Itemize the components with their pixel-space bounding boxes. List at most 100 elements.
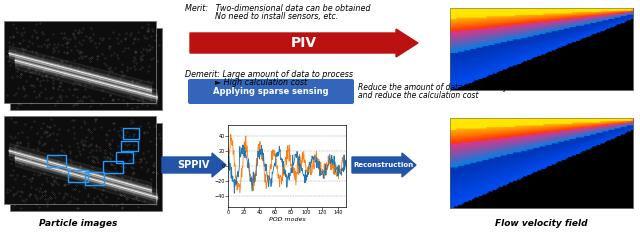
Point bbox=[83, 192, 93, 195]
Point bbox=[75, 52, 85, 55]
Point bbox=[86, 98, 96, 102]
Point bbox=[39, 131, 49, 134]
Point bbox=[91, 155, 101, 159]
Point bbox=[79, 55, 89, 58]
Point bbox=[143, 149, 153, 153]
Point bbox=[44, 96, 54, 99]
Point bbox=[67, 93, 77, 96]
Point bbox=[68, 34, 79, 38]
Point bbox=[73, 31, 83, 35]
Point bbox=[143, 168, 153, 171]
Point bbox=[35, 79, 45, 83]
Point bbox=[141, 94, 151, 97]
Point bbox=[53, 66, 63, 70]
Point bbox=[143, 121, 153, 125]
Point bbox=[93, 171, 103, 175]
Point bbox=[115, 139, 125, 143]
Point bbox=[29, 89, 39, 93]
Point bbox=[84, 78, 95, 82]
Point bbox=[141, 36, 152, 40]
Point bbox=[33, 146, 43, 150]
Point bbox=[77, 99, 88, 103]
Point bbox=[108, 97, 118, 101]
Point bbox=[140, 131, 150, 135]
Point bbox=[118, 135, 129, 139]
Point bbox=[129, 171, 139, 175]
Point bbox=[150, 124, 161, 127]
Point bbox=[59, 150, 69, 153]
Point bbox=[61, 42, 71, 45]
Point bbox=[15, 140, 25, 144]
Point bbox=[49, 178, 59, 182]
Point bbox=[75, 164, 85, 168]
Point bbox=[122, 197, 132, 201]
Point bbox=[108, 30, 118, 34]
Point bbox=[47, 75, 58, 79]
Point bbox=[141, 103, 152, 107]
Point bbox=[116, 62, 127, 66]
Point bbox=[25, 157, 35, 161]
Point bbox=[75, 49, 85, 53]
Text: Particle images: Particle images bbox=[39, 219, 117, 228]
Bar bbox=[450, 118, 633, 208]
Point bbox=[104, 67, 115, 70]
Point bbox=[10, 64, 20, 68]
Point bbox=[136, 97, 147, 100]
Point bbox=[72, 87, 82, 91]
Point bbox=[142, 169, 152, 173]
Point bbox=[53, 159, 63, 163]
Point bbox=[65, 199, 76, 203]
Point bbox=[5, 63, 15, 67]
Point bbox=[12, 191, 22, 195]
Point bbox=[111, 203, 121, 206]
Point bbox=[101, 195, 111, 199]
Point bbox=[16, 31, 26, 35]
Point bbox=[127, 157, 138, 161]
Point bbox=[59, 31, 69, 34]
Point bbox=[100, 56, 110, 60]
Point bbox=[32, 197, 42, 201]
Point bbox=[79, 186, 90, 190]
Point bbox=[116, 193, 126, 197]
Point bbox=[147, 87, 157, 91]
Point bbox=[131, 195, 141, 199]
Point bbox=[136, 65, 147, 69]
Point bbox=[9, 204, 19, 207]
Point bbox=[143, 26, 153, 30]
Point bbox=[63, 87, 74, 91]
Point bbox=[93, 55, 103, 58]
Point bbox=[10, 149, 20, 152]
Point bbox=[41, 38, 51, 42]
Point bbox=[122, 65, 132, 69]
Point bbox=[154, 133, 164, 136]
Point bbox=[31, 31, 41, 34]
Point bbox=[129, 50, 140, 54]
Point bbox=[147, 27, 157, 31]
Point bbox=[3, 59, 13, 63]
Point bbox=[108, 98, 118, 102]
Point bbox=[10, 146, 20, 150]
Point bbox=[114, 133, 124, 137]
Point bbox=[81, 54, 92, 57]
Point bbox=[113, 144, 123, 148]
Point bbox=[75, 165, 85, 169]
Point bbox=[65, 174, 75, 178]
Point bbox=[128, 135, 138, 138]
Point bbox=[77, 27, 88, 30]
Point bbox=[129, 64, 139, 68]
Point bbox=[56, 95, 66, 99]
Point bbox=[40, 130, 50, 133]
Point bbox=[21, 79, 31, 82]
Point bbox=[125, 95, 136, 98]
Point bbox=[78, 38, 88, 42]
Point bbox=[48, 85, 58, 89]
Point bbox=[77, 138, 88, 142]
Point bbox=[130, 67, 140, 71]
Point bbox=[83, 36, 93, 40]
Point bbox=[83, 155, 93, 159]
Point bbox=[48, 131, 58, 135]
Point bbox=[46, 63, 56, 67]
Point bbox=[20, 62, 31, 66]
Point bbox=[21, 94, 31, 97]
Point bbox=[91, 144, 101, 147]
